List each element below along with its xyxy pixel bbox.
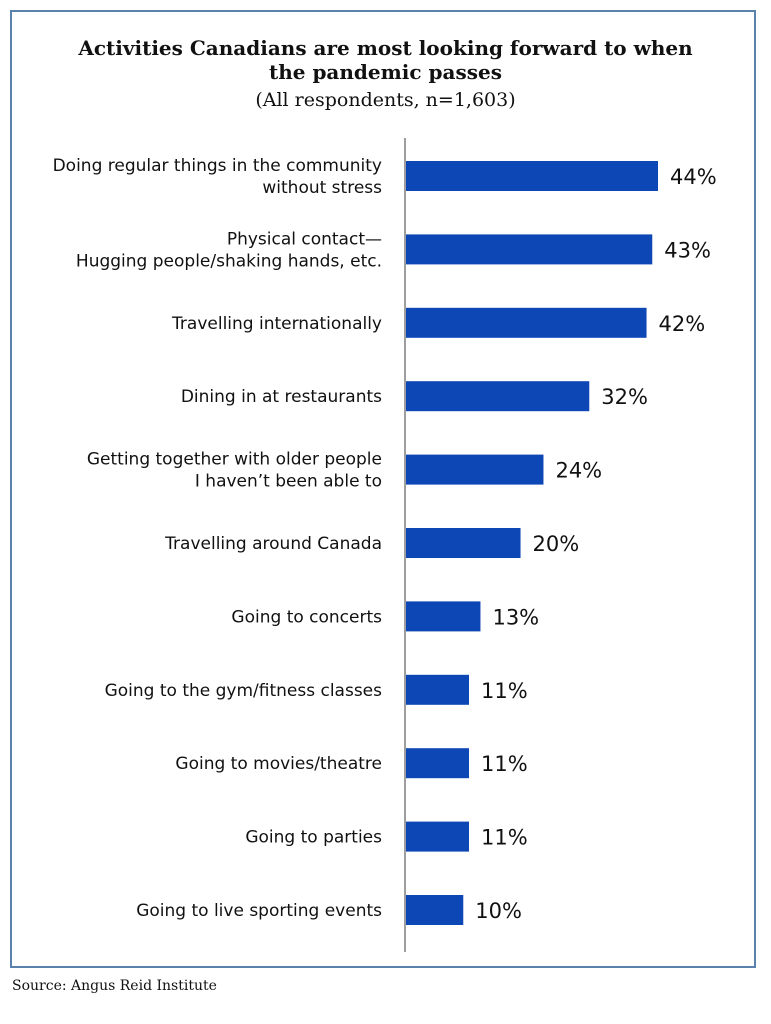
category-label: Physical contact— Hugging people/shaking … [76,229,382,271]
bar [406,161,658,191]
category-label: Going to the gym/fitness classes [105,681,383,701]
chart-title: Activities Canadians are most looking fo… [0,36,771,84]
bar [406,454,544,485]
data-label: 42% [659,312,706,336]
bar [406,821,469,852]
bar [406,528,521,558]
category-label: Going to concerts [231,607,382,627]
data-label: 13% [492,605,539,629]
category-label: Doing regular things in the community wit… [53,156,383,198]
bar [406,674,469,705]
data-label: 11% [481,679,528,703]
data-label: 20% [533,532,580,556]
source-note: Source: Angus Reid Institute [12,978,217,994]
data-label: 10% [475,899,522,923]
data-label: 24% [555,459,602,483]
bar [406,381,590,412]
data-label: 43% [664,238,711,262]
data-label: 32% [601,385,648,409]
category-label: Going to movies/theatre [175,754,382,774]
category-label: Going to live sporting events [136,901,382,921]
data-label: 11% [481,752,528,776]
bar [406,895,464,925]
category-label: Travelling around Canada [164,534,382,554]
chart-frame [10,10,756,968]
category-label: Getting together with older people I have… [87,450,382,492]
data-label: 11% [481,826,528,850]
chart-subtitle: (All respondents, n=1,603) [255,89,516,111]
category-label: Travelling internationally [171,314,382,334]
category-label: Dining in at restaurants [181,387,382,407]
chart-title-line: Activities Canadians are most looking fo… [78,36,693,60]
category-label: Going to parties [245,828,382,848]
bar [406,601,481,632]
bar [406,748,469,779]
bar [406,234,653,265]
chart-title-line: the pandemic passes [268,60,502,84]
data-label: 44% [670,165,717,189]
bar [406,307,647,338]
